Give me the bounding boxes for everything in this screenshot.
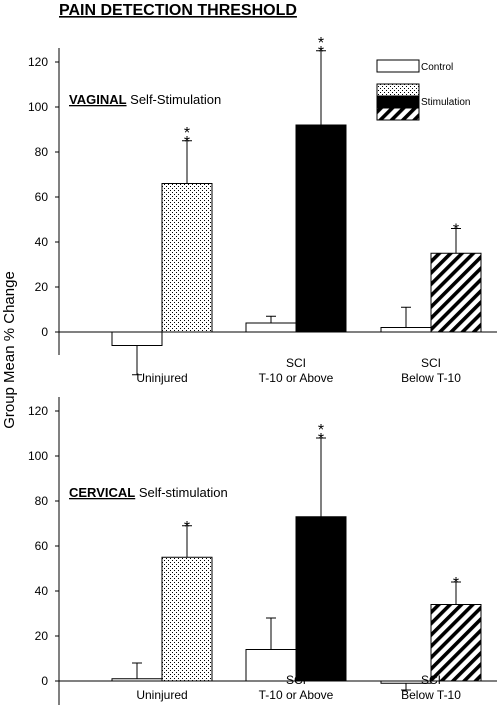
y-tick-label: 40 [35,235,49,249]
y-tick-label: 60 [35,539,49,553]
y-tick-label: 100 [28,100,48,114]
bar-stimulation-1 [161,556,213,682]
y-tick-label: 20 [35,629,49,643]
y-tick-label: 120 [28,55,48,69]
y-tick-label: 100 [28,449,48,463]
panel-title-rest: Self-Stimulation [127,92,222,107]
category-label: Below T-10 [401,371,461,385]
category-label: T-10 or Above [259,371,334,385]
y-tick-label: 120 [28,404,48,418]
chart-panel-2: 0 20 40 60 80 100 120 CERVICAL Self-stimulation… [28,397,497,705]
y-tick-label: 0 [41,674,48,688]
significance-marker: * [318,431,324,448]
panel-title-bold: CERVICAL [69,485,135,500]
significance-marker: * [453,575,459,592]
panel-title-bold: VAGINAL [69,92,127,107]
bar-stimulation-3 [430,604,482,682]
category-label: SCI [421,356,441,370]
legend-swatch-stimulation-black [376,95,420,109]
bar-control-1 [111,331,163,346]
significance-marker: * [453,222,459,239]
category-label: SCI [286,673,306,687]
y-tick-label: 0 [41,325,48,339]
y-tick-label: 40 [35,584,49,598]
figure-title: PAIN DETECTION THRESHOLD [59,2,297,19]
legend-label-stimulation: Stimulation [421,97,470,108]
bar-stimulation-2 [295,124,347,333]
category-label: SCI [286,356,306,370]
significance-marker: * [184,134,190,151]
category-label: Uninjured [136,371,187,385]
legend-label-control: Control [421,62,453,73]
bar-stimulation-1 [161,183,213,333]
legend: Control Stimulation [376,59,470,121]
significance-marker: * [318,422,324,439]
significance-marker: * [184,125,190,142]
bar-control-1 [111,678,163,682]
y-tick-label: 60 [35,190,49,204]
legend-swatch-control [376,59,420,73]
y-tick-label: 80 [35,494,49,508]
significance-marker: * [318,35,324,52]
chart-panel-1: 0 20 40 60 80 100 120 VAGINAL Self-Stimulation *… [28,35,497,385]
bar-stimulation-3 [430,252,482,333]
significance-marker: * [184,519,190,536]
y-axis-label: Group Mean % Change [1,271,18,429]
category-label: SCI [421,673,441,687]
category-label: Below T-10 [401,688,461,702]
panel-title: VAGINAL Self-Stimulation [69,92,221,107]
bar-control-2 [245,322,297,333]
category-label: T-10 or Above [259,688,334,702]
y-tick-label: 80 [35,145,49,159]
y-tick-label: 20 [35,280,49,294]
panel-title: CERVICAL Self-stimulation [69,485,228,500]
significance-marker: * [318,44,324,61]
legend-swatch-stimulation-hatch [376,107,420,121]
panel-title-rest: Self-stimulation [135,485,227,500]
category-label: Uninjured [136,688,187,702]
bar-control-3 [380,327,432,333]
bar-stimulation-2 [295,516,347,682]
legend-swatch-stimulation [376,83,420,97]
chart-panels: 0 20 40 60 80 100 120 VAGINAL Self-Stimulation *… [28,35,497,705]
